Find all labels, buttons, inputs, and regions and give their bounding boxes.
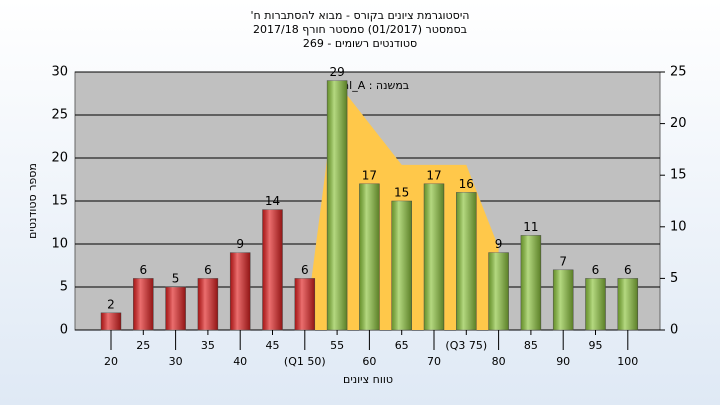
y-tick-label: 15 xyxy=(51,194,68,209)
bar-shade xyxy=(262,209,283,330)
x-tick-label: (Q3 75) xyxy=(445,339,487,352)
value-label: 6 xyxy=(204,263,212,277)
bar-shade xyxy=(133,278,154,330)
bar-shade xyxy=(359,183,380,330)
x-tick-label: 25 xyxy=(136,339,150,352)
value-label: 7 xyxy=(559,254,567,268)
y-tick-label: 25 xyxy=(51,108,68,123)
y-tick-label: 10 xyxy=(51,237,68,252)
title: בסמסטר (01/2017) סמסטר חורף 2017/18 xyxy=(253,23,467,36)
y2-tick-label: 0 xyxy=(670,323,678,338)
x-tick-label: (Q1 50) xyxy=(284,355,326,368)
bar-shade xyxy=(585,278,606,330)
x-tick-label: 70 xyxy=(427,355,441,368)
x-tick-label: 40 xyxy=(233,355,247,368)
y-tick-label: 0 xyxy=(60,323,68,338)
x-tick-label: 85 xyxy=(524,339,538,352)
bar-shade xyxy=(101,312,121,330)
x-tick-label: 45 xyxy=(266,339,280,352)
x-tick-label: 65 xyxy=(395,339,409,352)
value-label: 17 xyxy=(362,168,377,182)
bar-shade xyxy=(327,80,348,330)
x-tick-label: 55 xyxy=(330,339,344,352)
x-tick-label: 60 xyxy=(362,355,376,368)
bar-shade xyxy=(165,287,186,330)
value-label: 14 xyxy=(265,194,280,208)
value-label: 9 xyxy=(495,237,503,251)
bar-shade xyxy=(488,252,509,330)
bar-shade xyxy=(520,235,541,330)
y-tick-label: 20 xyxy=(51,151,68,166)
value-label: 29 xyxy=(329,65,344,79)
x-tick-label: 20 xyxy=(104,355,118,368)
title: סטודנטים רשומים - 269 xyxy=(303,37,417,50)
bar-shade xyxy=(230,252,251,330)
value-label: 6 xyxy=(139,263,147,277)
x-tick-label: 100 xyxy=(617,355,638,368)
x-tick-label: 90 xyxy=(556,355,570,368)
value-label: 6 xyxy=(592,263,600,277)
value-label: 2 xyxy=(107,297,115,311)
y-tick-label: 30 xyxy=(51,65,68,80)
x-tick-label: 95 xyxy=(589,339,603,352)
value-label: 17 xyxy=(426,168,441,182)
value-label: 16 xyxy=(459,177,474,191)
y2-tick-label: 10 xyxy=(670,219,687,234)
value-label: 15 xyxy=(394,186,409,200)
value-label: 11 xyxy=(523,220,538,234)
x-tick-label: 35 xyxy=(201,339,215,352)
x-tick-label: 80 xyxy=(492,355,506,368)
y2-tick-label: 20 xyxy=(670,116,687,131)
bar-shade xyxy=(197,278,218,330)
y-axis-label: מספר סטודנטים xyxy=(26,163,39,239)
bar-shade xyxy=(456,192,477,330)
value-label: 5 xyxy=(172,272,180,286)
y2-tick-label: 25 xyxy=(670,65,687,80)
value-label: 6 xyxy=(301,263,309,277)
annotation: במשנה : Final_A xyxy=(327,79,409,92)
x-tick-label: 30 xyxy=(169,355,183,368)
x-axis-label: טווח ציונים xyxy=(343,373,393,386)
y2-tick-label: 15 xyxy=(670,168,687,183)
y2-tick-label: 5 xyxy=(670,271,678,286)
bar-shade xyxy=(391,201,412,330)
bar-shade xyxy=(617,278,638,330)
title: היסטוגרמת ציונים בקורס - מבוא להסתברות ח… xyxy=(251,9,470,22)
bar-shade xyxy=(294,278,315,330)
bar-shade xyxy=(424,183,444,330)
value-label: 9 xyxy=(236,237,244,251)
y-tick-label: 5 xyxy=(60,280,68,295)
bar-shade xyxy=(553,269,574,330)
value-label: 6 xyxy=(624,263,632,277)
